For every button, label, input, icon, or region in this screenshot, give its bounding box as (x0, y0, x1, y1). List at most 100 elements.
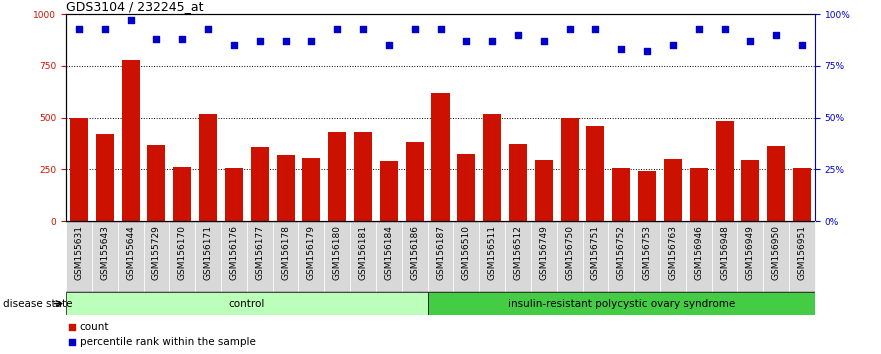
Point (717, 26, 731, 32)
FancyBboxPatch shape (118, 221, 144, 292)
Bar (122, 60, 140, 221)
Point (123, 18, 137, 23)
Bar (225, 169, 243, 221)
FancyBboxPatch shape (402, 221, 427, 292)
FancyBboxPatch shape (789, 221, 815, 292)
FancyBboxPatch shape (660, 221, 685, 292)
Bar (199, 114, 217, 221)
FancyBboxPatch shape (66, 292, 427, 315)
Text: GSM156753: GSM156753 (642, 225, 652, 280)
FancyBboxPatch shape (66, 221, 92, 292)
FancyBboxPatch shape (427, 221, 454, 292)
Text: GSM156184: GSM156184 (384, 225, 393, 280)
Point (201, 26, 215, 32)
Point (253, 38, 267, 44)
Bar (535, 160, 552, 221)
Text: GSM156177: GSM156177 (255, 225, 264, 280)
Bar (638, 171, 656, 221)
FancyBboxPatch shape (144, 221, 169, 292)
Point (640, 48, 654, 54)
Point (459, 38, 473, 44)
Text: GSM156179: GSM156179 (307, 225, 316, 280)
Bar (432, 93, 449, 221)
Point (356, 26, 370, 32)
Text: GSM156763: GSM156763 (669, 225, 677, 280)
Text: GSM156180: GSM156180 (333, 225, 342, 280)
Bar (587, 126, 604, 221)
FancyBboxPatch shape (763, 221, 789, 292)
Text: GSM156171: GSM156171 (204, 225, 212, 280)
Text: GSM156176: GSM156176 (229, 225, 239, 280)
Point (769, 32, 783, 38)
Point (65, 324, 79, 329)
Text: GSM156181: GSM156181 (359, 225, 367, 280)
Text: GSM156946: GSM156946 (694, 225, 703, 280)
FancyBboxPatch shape (685, 221, 712, 292)
Text: GSM156512: GSM156512 (514, 225, 522, 280)
FancyBboxPatch shape (634, 221, 660, 292)
Point (408, 26, 422, 32)
Bar (405, 142, 424, 221)
Text: disease state: disease state (4, 298, 73, 309)
Text: GSM156187: GSM156187 (436, 225, 445, 280)
Text: GDS3104 / 232245_at: GDS3104 / 232245_at (66, 0, 204, 13)
FancyBboxPatch shape (272, 221, 299, 292)
Point (150, 36, 164, 42)
Point (330, 26, 344, 32)
Text: GSM155729: GSM155729 (152, 225, 161, 280)
Bar (793, 169, 811, 221)
Text: GSM156749: GSM156749 (539, 225, 548, 280)
Bar (147, 145, 166, 221)
Bar (354, 132, 372, 221)
Text: GSM156750: GSM156750 (565, 225, 574, 280)
FancyBboxPatch shape (324, 221, 350, 292)
FancyBboxPatch shape (737, 221, 763, 292)
Point (537, 38, 551, 44)
Bar (328, 132, 346, 221)
Text: GSM156511: GSM156511 (488, 225, 497, 280)
Bar (741, 160, 759, 221)
Bar (380, 161, 398, 221)
Point (381, 42, 396, 48)
Bar (302, 158, 321, 221)
Point (485, 38, 500, 44)
Text: insulin-resistant polycystic ovary syndrome: insulin-resistant polycystic ovary syndr… (507, 298, 735, 309)
FancyBboxPatch shape (712, 221, 737, 292)
FancyBboxPatch shape (247, 221, 272, 292)
Text: GSM156751: GSM156751 (591, 225, 600, 280)
Text: GSM156949: GSM156949 (746, 225, 755, 280)
Bar (457, 154, 476, 221)
Point (589, 26, 603, 32)
FancyBboxPatch shape (169, 221, 196, 292)
Text: GSM156186: GSM156186 (411, 225, 419, 280)
Text: GSM155631: GSM155631 (75, 225, 84, 280)
Point (744, 38, 758, 44)
FancyBboxPatch shape (531, 221, 557, 292)
FancyBboxPatch shape (299, 221, 324, 292)
Text: GSM156510: GSM156510 (462, 225, 470, 280)
Bar (664, 159, 682, 221)
Bar (767, 145, 785, 221)
FancyBboxPatch shape (479, 221, 505, 292)
Point (227, 42, 241, 48)
Point (692, 26, 706, 32)
Bar (612, 169, 630, 221)
FancyBboxPatch shape (221, 221, 247, 292)
Bar (96, 134, 114, 221)
Point (511, 32, 525, 38)
Point (65, 340, 79, 346)
FancyBboxPatch shape (609, 221, 634, 292)
FancyBboxPatch shape (505, 221, 531, 292)
Text: GSM156178: GSM156178 (281, 225, 290, 280)
Text: GSM155643: GSM155643 (100, 225, 109, 280)
Text: control: control (229, 298, 265, 309)
Bar (715, 121, 734, 221)
Text: GSM156752: GSM156752 (617, 225, 626, 280)
FancyBboxPatch shape (582, 221, 609, 292)
FancyBboxPatch shape (557, 221, 582, 292)
FancyBboxPatch shape (427, 292, 815, 315)
Bar (509, 144, 527, 221)
Bar (70, 118, 88, 221)
Point (614, 46, 628, 52)
Text: GSM156950: GSM156950 (772, 225, 781, 280)
